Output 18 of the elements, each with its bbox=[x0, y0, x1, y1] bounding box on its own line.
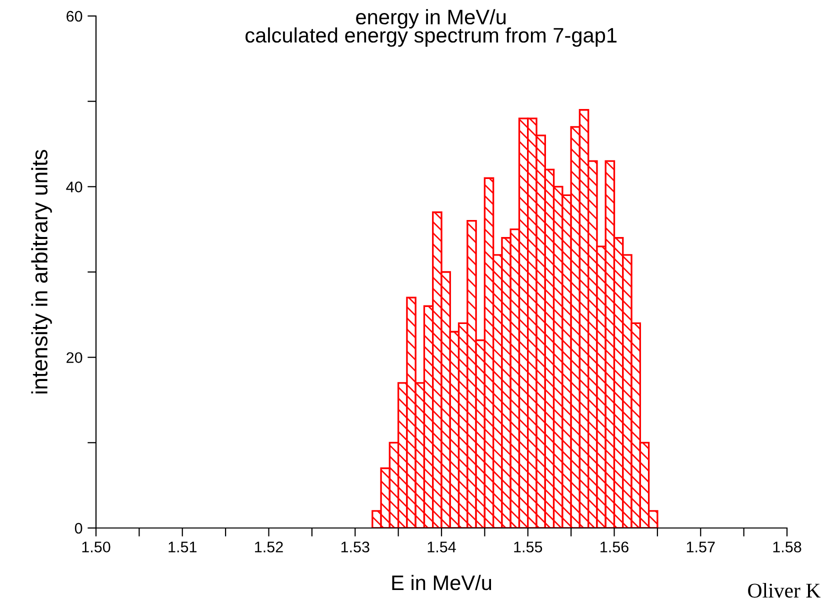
x-tick-label: 1.50 bbox=[82, 542, 110, 552]
y-tick-label: 0 bbox=[74, 522, 82, 534]
y-axis-title: intensity in arbitrary units bbox=[31, 150, 52, 394]
x-tick-label: 1.57 bbox=[686, 542, 715, 552]
x-tick-label: 1.53 bbox=[341, 542, 370, 552]
x-axis-title: E in MeV/u bbox=[392, 574, 492, 590]
x-tick-label: 1.58 bbox=[773, 542, 802, 552]
x-tick-label: 1.51 bbox=[168, 542, 196, 552]
x-tick-label: 1.56 bbox=[600, 542, 628, 552]
x-tick-label: 1.54 bbox=[428, 542, 456, 552]
y-tick-label: 40 bbox=[66, 182, 82, 192]
y-tick-label: 60 bbox=[66, 10, 82, 22]
chart-title: energy in MeV/u bbox=[356, 9, 506, 29]
x-tick-label: 1.55 bbox=[514, 542, 542, 552]
y-tick-label: 20 bbox=[66, 352, 82, 364]
text: Oliver K bbox=[748, 583, 820, 598]
text: calculated energy spectrum from 7-gap1 bbox=[246, 27, 617, 47]
x-tick-label: 1.52 bbox=[255, 542, 283, 552]
